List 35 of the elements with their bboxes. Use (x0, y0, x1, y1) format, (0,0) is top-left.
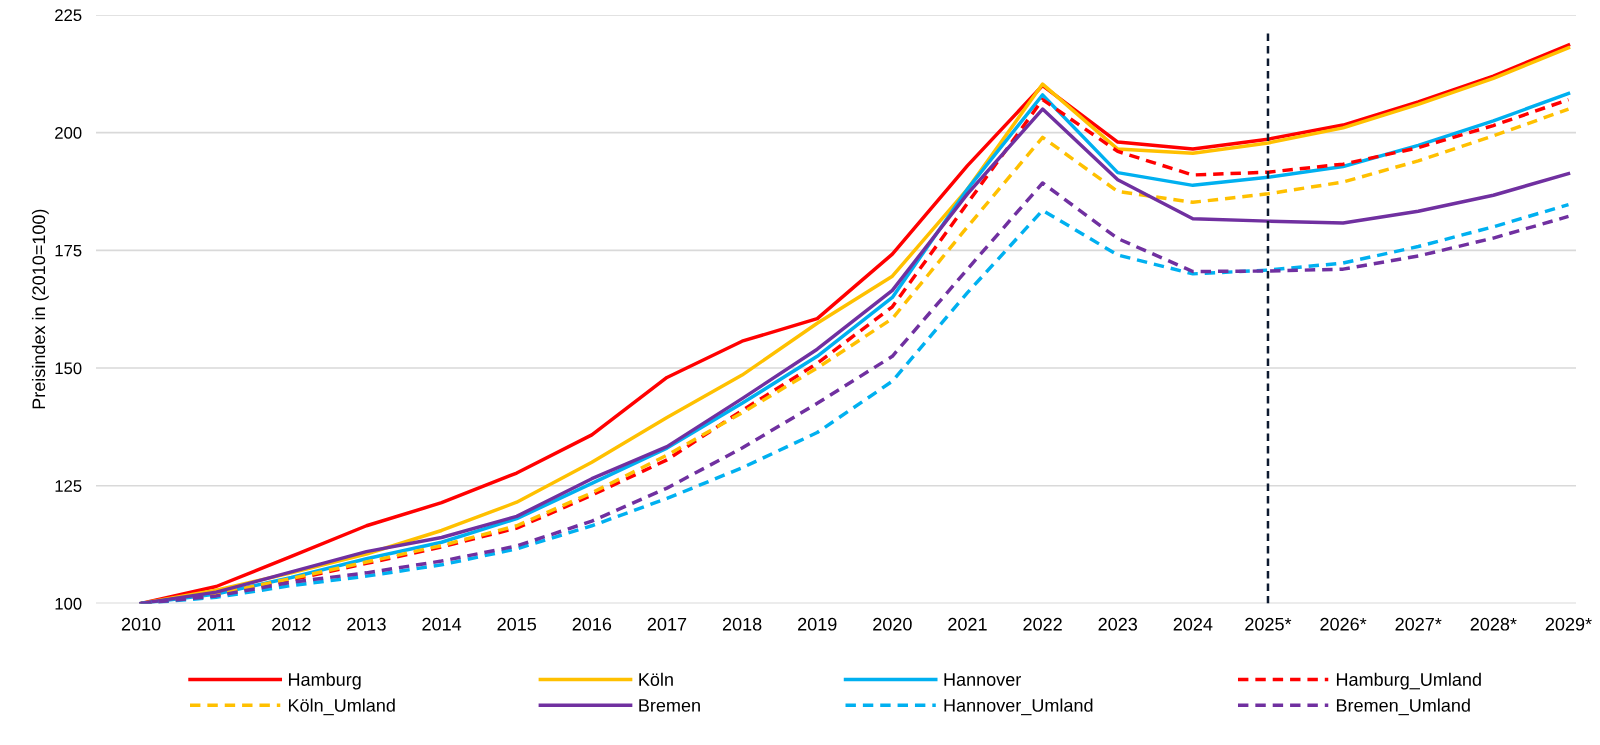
y-tick-label: 225 (55, 9, 82, 22)
x-tick-label: 2010 (121, 617, 161, 631)
x-tick-label: 2014 (422, 617, 462, 631)
x-tick-label: 2024 (1173, 617, 1213, 631)
x-tick-label: 2025* (1245, 617, 1292, 631)
legend-label: Hamburg_Umland (1336, 672, 1481, 690)
x-tick-label: 2026* (1320, 617, 1367, 631)
x-tick-label: 2027* (1395, 617, 1442, 631)
x-tick-label: 2021 (948, 617, 987, 631)
x-tick-label: 2029* (1545, 617, 1592, 631)
x-tick-label: 2017 (647, 617, 687, 631)
legend-label: Hamburg (288, 672, 361, 690)
x-tick-label: 2022 (1023, 617, 1062, 631)
x-tick-label: 2028* (1470, 617, 1517, 631)
y-tick-label: 200 (55, 127, 82, 139)
y-tick-label: 100 (55, 597, 82, 610)
x-tick-label: 2023 (1098, 617, 1138, 631)
y-tick-label: 175 (55, 244, 82, 257)
x-tick-label: 2013 (347, 617, 386, 631)
y-tick-label: 125 (55, 480, 82, 492)
x-tick-label: 2020 (873, 617, 912, 631)
legend-label: Bremen (639, 699, 700, 712)
legend-label: Köln (639, 672, 673, 686)
x-tick-label: 2019 (798, 617, 837, 631)
legend-label: Hannover_Umland (944, 698, 1093, 716)
x-tick-label: 2016 (572, 617, 612, 631)
x-tick-label: 2018 (722, 617, 762, 631)
legend-label: Bremen_Umland (1336, 698, 1470, 716)
legend-label: Hannover (944, 673, 1021, 686)
x-tick-label: 2011 (197, 617, 235, 631)
x-tick-label: 2015 (497, 617, 537, 631)
x-tick-label: 2012 (272, 617, 311, 631)
y-tick-label: 150 (55, 362, 82, 375)
y-axis-title: Preisindex in (2010=100) (31, 209, 49, 409)
legend-label: Köln_Umland (288, 698, 395, 716)
